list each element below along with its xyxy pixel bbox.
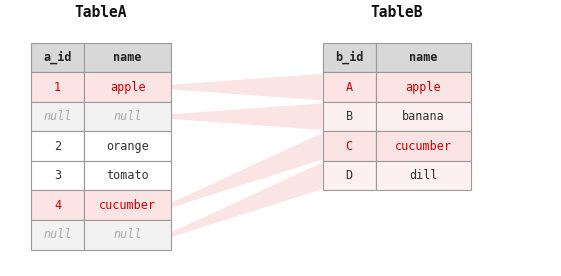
Text: 4: 4 bbox=[54, 199, 61, 212]
Text: name: name bbox=[410, 51, 438, 64]
Text: name: name bbox=[113, 51, 142, 64]
Bar bbox=[376, 43, 471, 72]
Bar bbox=[31, 72, 84, 102]
Text: null: null bbox=[43, 110, 72, 123]
Bar bbox=[84, 43, 171, 72]
Text: b_id: b_id bbox=[335, 51, 364, 64]
Bar bbox=[323, 102, 376, 131]
Bar bbox=[84, 220, 171, 250]
Bar bbox=[84, 190, 171, 220]
Text: B: B bbox=[346, 110, 353, 123]
Text: D: D bbox=[346, 169, 353, 182]
Bar bbox=[323, 43, 376, 72]
Polygon shape bbox=[171, 133, 323, 208]
Bar bbox=[31, 190, 84, 220]
Text: A: A bbox=[346, 81, 353, 94]
Text: C: C bbox=[346, 140, 353, 153]
Bar bbox=[31, 220, 84, 250]
Text: dill: dill bbox=[410, 169, 438, 182]
Bar bbox=[84, 72, 171, 102]
Bar bbox=[31, 161, 84, 190]
Bar bbox=[323, 72, 376, 102]
Bar bbox=[31, 131, 84, 161]
Text: orange: orange bbox=[106, 140, 149, 153]
Bar bbox=[376, 72, 471, 102]
Text: banana: banana bbox=[402, 110, 445, 123]
Bar bbox=[31, 43, 84, 72]
Text: TableB: TableB bbox=[371, 5, 423, 20]
Text: null: null bbox=[43, 228, 72, 241]
Text: 1: 1 bbox=[54, 81, 61, 94]
Bar bbox=[84, 161, 171, 190]
Text: null: null bbox=[113, 228, 142, 241]
Text: 3: 3 bbox=[54, 169, 61, 182]
Text: null: null bbox=[113, 110, 142, 123]
Bar bbox=[31, 102, 84, 131]
Bar bbox=[376, 131, 471, 161]
Text: cucumber: cucumber bbox=[99, 199, 156, 212]
Text: 2: 2 bbox=[54, 140, 61, 153]
Text: cucumber: cucumber bbox=[395, 140, 452, 153]
Bar bbox=[376, 161, 471, 190]
Polygon shape bbox=[171, 162, 323, 237]
Text: TableA: TableA bbox=[75, 5, 127, 20]
Bar bbox=[323, 131, 376, 161]
Text: tomato: tomato bbox=[106, 169, 149, 182]
Polygon shape bbox=[171, 74, 323, 100]
Bar bbox=[84, 131, 171, 161]
Bar bbox=[323, 161, 376, 190]
Polygon shape bbox=[171, 103, 323, 130]
Bar bbox=[376, 102, 471, 131]
Text: apple: apple bbox=[110, 81, 145, 94]
Bar bbox=[84, 102, 171, 131]
Text: a_id: a_id bbox=[43, 51, 72, 64]
Text: apple: apple bbox=[406, 81, 442, 94]
